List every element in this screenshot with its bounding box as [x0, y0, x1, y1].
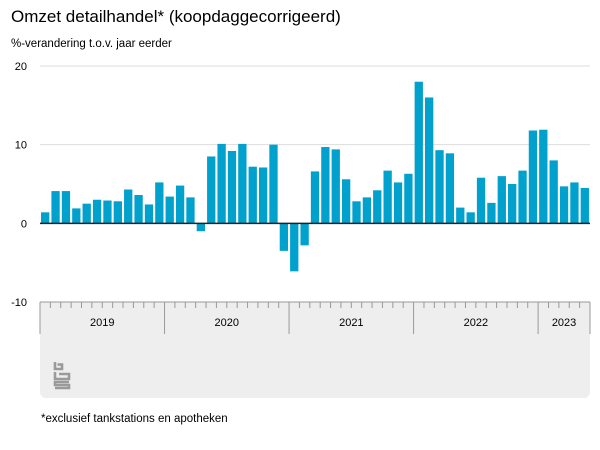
x-axis-band [40, 301, 590, 334]
bar [570, 182, 579, 224]
bar [258, 167, 268, 224]
bar [393, 182, 403, 224]
bar [227, 150, 237, 224]
bar [549, 160, 558, 224]
bar [456, 207, 465, 224]
cbs-logo-icon [53, 362, 71, 390]
bar [341, 179, 351, 224]
bar [72, 208, 81, 224]
bar [559, 186, 569, 224]
year-label: 2021 [339, 317, 363, 329]
x-axis-ticks [39, 302, 591, 334]
bar [134, 195, 143, 224]
bar [41, 212, 50, 224]
bar [466, 212, 475, 224]
year-label: 2020 [215, 317, 239, 329]
bar [82, 203, 91, 224]
x-axis-band-rect [40, 302, 590, 334]
bars [41, 81, 589, 272]
bar [373, 190, 382, 224]
bar [61, 191, 71, 224]
bar [445, 153, 455, 224]
chart-subtitle: %-verandering t.o.v. jaar eerder [11, 38, 172, 50]
bar [352, 201, 361, 224]
bar [383, 170, 392, 224]
bar [528, 130, 538, 224]
bar [476, 177, 486, 224]
bar [414, 81, 423, 224]
bar [124, 189, 133, 224]
year-label: 2019 [90, 317, 114, 329]
bar [487, 202, 496, 224]
y-tick-label: 0 [21, 218, 27, 230]
chart-title: Omzet detailhandel* (koopdaggecorrigeerd… [11, 7, 341, 26]
bar [186, 197, 195, 224]
bar [321, 147, 330, 224]
bar [539, 129, 548, 224]
y-tick-label: -10 [11, 297, 27, 309]
bar [144, 204, 154, 224]
logo-panel [40, 334, 590, 398]
bar [404, 173, 413, 224]
year-label: 2022 [464, 317, 488, 329]
bar [113, 201, 122, 224]
chart-footnote: *exclusief tankstations en apotheken [41, 413, 228, 425]
bar [508, 184, 517, 224]
bar [300, 223, 309, 246]
bar [103, 200, 112, 224]
bar [207, 156, 216, 224]
y-tick-labels: 20 10 0 -10 [11, 61, 27, 309]
bar [238, 143, 247, 224]
bar [362, 197, 372, 224]
bar [51, 191, 60, 224]
bar [175, 185, 185, 224]
bar [165, 196, 174, 224]
bar [196, 223, 205, 232]
year-labels: 2019 2020 2021 2022 2023 [90, 317, 576, 329]
year-label: 2023 [552, 317, 576, 329]
bar [310, 171, 320, 224]
bar [497, 176, 506, 224]
y-tick-label: 20 [15, 61, 27, 73]
bar [92, 199, 102, 224]
bar [425, 97, 434, 224]
bar [518, 170, 527, 224]
bar [290, 223, 299, 272]
bar [217, 143, 226, 224]
bar [269, 144, 278, 224]
bar [248, 166, 257, 224]
bar [279, 223, 289, 251]
bar [580, 187, 589, 224]
bar [155, 182, 164, 224]
bar [435, 150, 444, 224]
bar [331, 149, 340, 224]
y-tick-label: 10 [15, 140, 27, 152]
